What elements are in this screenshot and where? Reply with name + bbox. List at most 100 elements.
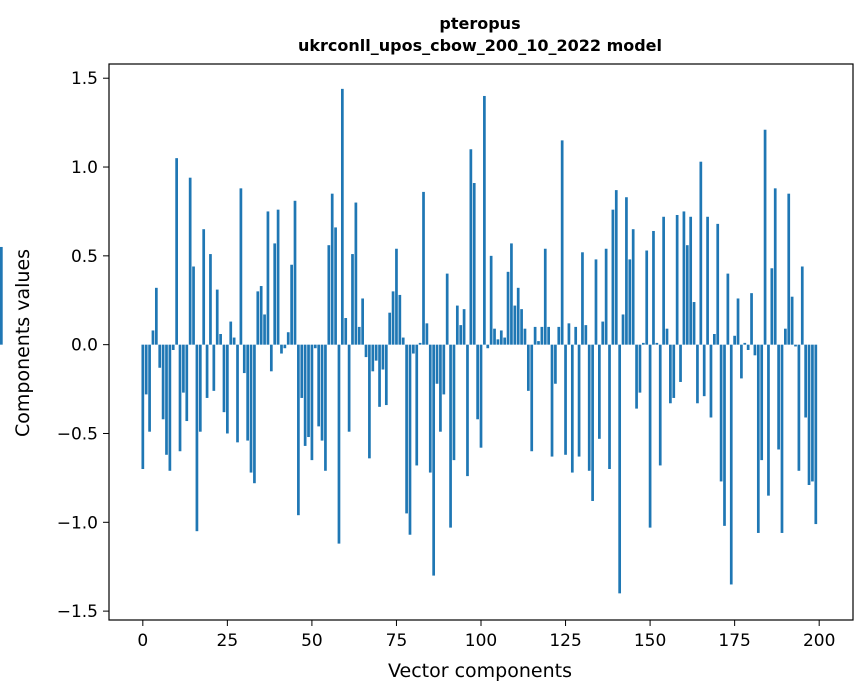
bar bbox=[144, 344, 148, 395]
bar bbox=[297, 344, 300, 516]
bar bbox=[185, 344, 189, 422]
bar bbox=[797, 344, 801, 471]
bar bbox=[422, 191, 425, 345]
bar bbox=[486, 344, 490, 349]
bar bbox=[743, 342, 747, 345]
bar bbox=[307, 344, 310, 438]
x-tick-label: 150 bbox=[634, 631, 666, 651]
bar bbox=[280, 344, 283, 354]
bar bbox=[662, 216, 665, 345]
bar bbox=[499, 330, 503, 345]
chart-title-line1: pteropus bbox=[439, 14, 520, 33]
y-tick-label: 1.5 bbox=[71, 69, 98, 89]
bar bbox=[794, 344, 797, 347]
bar bbox=[692, 302, 696, 345]
bar bbox=[415, 344, 419, 466]
bar bbox=[591, 344, 594, 501]
bar bbox=[269, 344, 273, 372]
bar bbox=[351, 254, 354, 345]
bar bbox=[391, 291, 395, 345]
bar bbox=[0, 246, 3, 345]
bar bbox=[784, 328, 787, 345]
bar bbox=[790, 296, 794, 345]
bar bbox=[232, 337, 236, 345]
bar bbox=[621, 314, 625, 345]
bar bbox=[510, 243, 513, 345]
bar bbox=[466, 344, 469, 477]
bar bbox=[158, 344, 162, 368]
bar bbox=[689, 216, 693, 345]
bar bbox=[540, 326, 544, 345]
bar bbox=[533, 326, 537, 345]
bar bbox=[733, 335, 736, 345]
bar bbox=[638, 344, 642, 393]
bar bbox=[655, 342, 659, 345]
bar bbox=[560, 140, 564, 345]
bar bbox=[432, 344, 436, 576]
bar bbox=[374, 344, 378, 361]
y-axis-label: Components values bbox=[12, 249, 34, 437]
bar bbox=[249, 344, 253, 473]
bar bbox=[712, 334, 716, 345]
bar bbox=[598, 344, 601, 439]
bar bbox=[672, 344, 676, 398]
bar bbox=[178, 344, 182, 452]
bar bbox=[462, 309, 466, 345]
bar bbox=[635, 344, 638, 409]
bar bbox=[631, 229, 635, 345]
bar bbox=[378, 344, 381, 407]
bar bbox=[256, 291, 260, 345]
bar bbox=[472, 183, 476, 345]
y-tick-label: −0.5 bbox=[57, 424, 98, 444]
bar bbox=[449, 344, 452, 528]
bar bbox=[702, 344, 706, 397]
bar bbox=[719, 344, 723, 482]
bar bbox=[175, 158, 178, 345]
bar bbox=[537, 341, 540, 345]
bar bbox=[658, 344, 662, 466]
bar bbox=[567, 323, 571, 345]
bar bbox=[148, 344, 151, 432]
bar bbox=[310, 344, 314, 461]
bar bbox=[493, 328, 496, 345]
bar bbox=[347, 344, 351, 432]
bar bbox=[811, 344, 814, 482]
bar bbox=[780, 344, 784, 533]
bar-series bbox=[0, 88, 818, 594]
bar bbox=[516, 287, 520, 345]
bar bbox=[171, 344, 175, 350]
bar bbox=[513, 305, 517, 345]
bar bbox=[395, 248, 398, 345]
bar bbox=[574, 326, 578, 345]
bar bbox=[726, 273, 730, 345]
bar bbox=[313, 344, 317, 349]
bar bbox=[628, 259, 632, 345]
bar bbox=[675, 214, 679, 345]
bar bbox=[723, 344, 726, 526]
bar bbox=[334, 227, 337, 345]
bar bbox=[669, 344, 672, 404]
bar bbox=[405, 344, 408, 514]
y-axis-ticks: −1.5 −1.0 −0.5 0.0 0.5 1.0 1.5 bbox=[57, 69, 109, 622]
bar bbox=[645, 250, 649, 345]
bar bbox=[604, 248, 608, 345]
bar bbox=[767, 344, 770, 496]
bar bbox=[192, 266, 195, 345]
bar bbox=[577, 344, 581, 457]
bar bbox=[709, 344, 713, 418]
bar bbox=[324, 344, 327, 471]
bar bbox=[340, 88, 344, 345]
bar bbox=[182, 344, 185, 393]
bar bbox=[168, 344, 172, 471]
bar bbox=[557, 326, 561, 345]
bar bbox=[364, 344, 368, 358]
bar bbox=[209, 254, 212, 345]
bar bbox=[290, 264, 293, 345]
bar bbox=[408, 344, 412, 535]
bar bbox=[520, 309, 523, 345]
bar bbox=[479, 344, 483, 448]
y-tick-label: −1.5 bbox=[57, 602, 98, 622]
bar bbox=[804, 344, 808, 418]
bar bbox=[442, 344, 446, 395]
bar bbox=[273, 243, 277, 345]
